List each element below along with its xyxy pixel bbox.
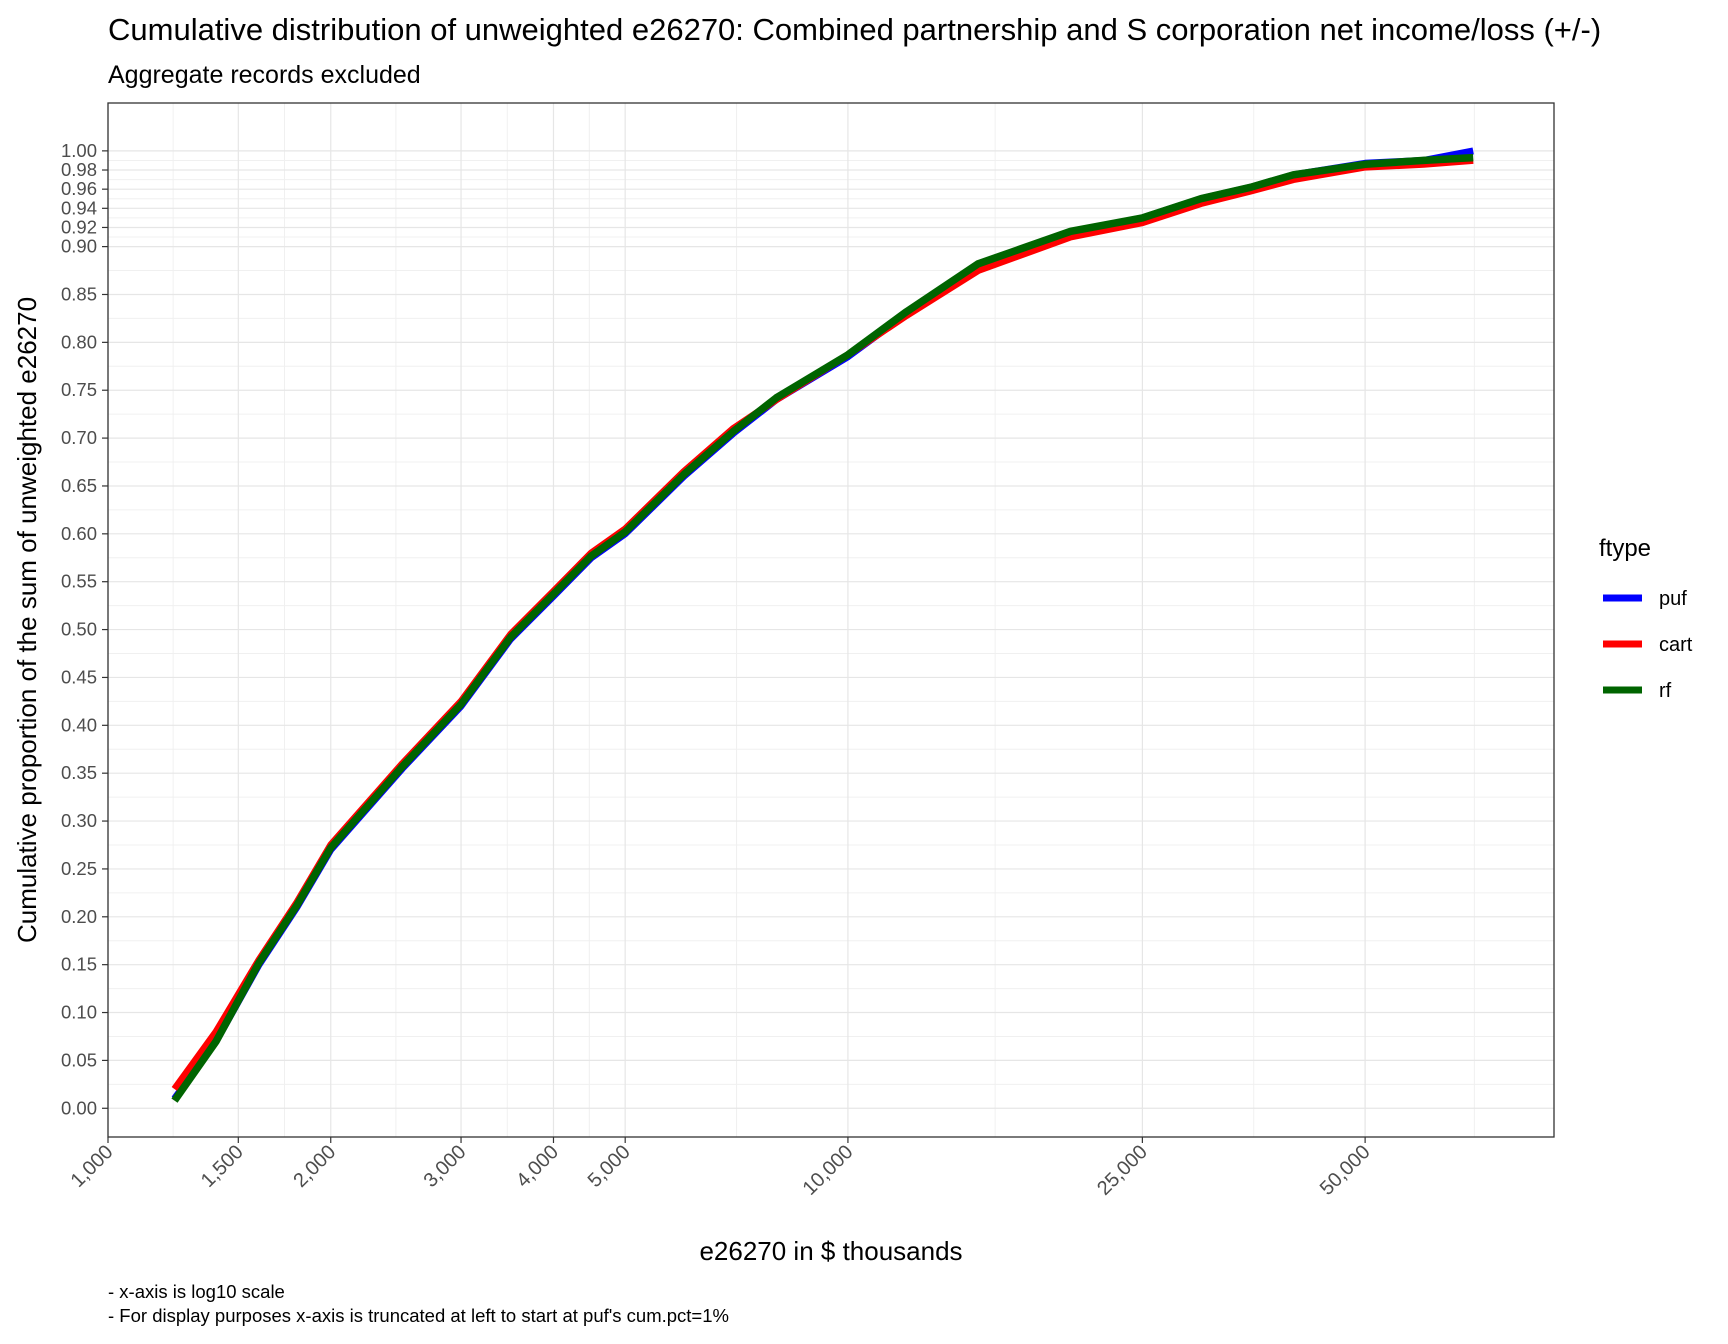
x-tick-label: 3,000 (420, 1141, 471, 1192)
y-tick-label: 0.20 (61, 906, 97, 927)
grid-major (107, 103, 1554, 1137)
y-tick-label: 0.90 (61, 236, 97, 257)
y-tick-label: 0.10 (61, 1002, 97, 1023)
caption: - x-axis is log10 scale - For display pu… (108, 1281, 729, 1326)
y-tick-label: 0.70 (61, 427, 97, 448)
panel-border (107, 102, 1555, 1138)
y-tick-label: 0.40 (61, 714, 97, 735)
legend-items: puf cart rf (1603, 588, 1693, 702)
x-tick-label: 10,000 (799, 1141, 858, 1200)
y-tick-label: 0.92 (61, 216, 97, 237)
y-tick-label: 0.65 (61, 475, 97, 496)
series-line-rf (171, 153, 1474, 1103)
y-tick-label: 0.15 (61, 954, 97, 975)
y-tick-label: 0.80 (61, 331, 97, 352)
y-axis-title: Cumulative proportion of the sum of unwe… (12, 297, 42, 943)
y-tick-label: 0.55 (61, 571, 97, 592)
y-tick-label: 0.50 (61, 619, 97, 640)
legend-label-puf: puf (1659, 588, 1687, 610)
x-tick-label: 1,000 (67, 1141, 118, 1192)
legend: ftype puf cart rf (1599, 535, 1693, 702)
x-tick-label: 2,000 (289, 1141, 340, 1192)
y-tick-label: 0.98 (61, 159, 97, 180)
x-axis-title: e26270 in $ thousands (699, 1236, 962, 1266)
panel-background (108, 103, 1554, 1137)
x-tick-label: 4,000 (512, 1141, 563, 1192)
y-tick-label: 0.85 (61, 283, 97, 304)
chart-subtitle: Aggregate records excluded (108, 61, 421, 89)
y-tick-label: 0.00 (61, 1097, 97, 1118)
legend-title: ftype (1599, 535, 1651, 562)
legend-label-rf: rf (1659, 680, 1672, 702)
caption-line-1: - x-axis is log10 scale (108, 1281, 285, 1302)
x-tick-label: 5,000 (584, 1141, 635, 1192)
y-tick-label: 0.05 (61, 1049, 97, 1070)
x-tick-label: 1,500 (197, 1141, 248, 1192)
y-tick-label: 0.96 (61, 178, 97, 199)
chart-title: Cumulative distribution of unweighted e2… (108, 12, 1601, 47)
y-tick-label: 0.60 (61, 523, 97, 544)
y-tick-label: 0.25 (61, 858, 97, 879)
x-tick-label: 25,000 (1093, 1141, 1152, 1200)
y-tick-label: 0.30 (61, 810, 97, 831)
y-tick-label: 1.00 (61, 140, 97, 161)
y-tick-label: 0.94 (61, 197, 97, 218)
y-tick-label: 0.75 (61, 379, 97, 400)
x-axis: 1,000 1,500 2,000 3,000 4,000 5,000 10,000 25,0… (67, 1137, 1375, 1200)
y-tick-label: 0.45 (61, 666, 97, 687)
y-axis: 0.00 0.05 0.10 0.15 0.20 0.25 0.30 0.35 0.40 0.45… (61, 140, 108, 1118)
y-tick-label: 0.35 (61, 762, 97, 783)
legend-label-cart: cart (1659, 634, 1693, 656)
caption-line-2: - For display purposes x-axis is truncat… (108, 1305, 729, 1326)
x-tick-label: 50,000 (1316, 1141, 1375, 1200)
series-layer (171, 147, 1474, 1103)
plot-panel (107, 102, 1555, 1138)
